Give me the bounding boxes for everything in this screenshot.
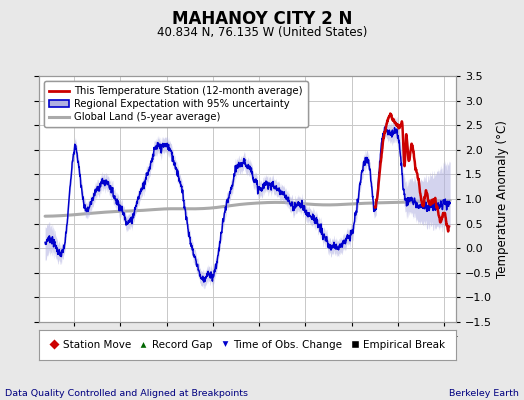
Legend: This Temperature Station (12-month average), Regional Expectation with 95% uncer: This Temperature Station (12-month avera… <box>45 81 308 127</box>
Legend: Station Move, Record Gap, Time of Obs. Change, Empirical Break: Station Move, Record Gap, Time of Obs. C… <box>47 337 448 353</box>
Text: Berkeley Earth: Berkeley Earth <box>449 389 519 398</box>
Text: 40.834 N, 76.135 W (United States): 40.834 N, 76.135 W (United States) <box>157 26 367 39</box>
Text: Data Quality Controlled and Aligned at Breakpoints: Data Quality Controlled and Aligned at B… <box>5 389 248 398</box>
Y-axis label: Temperature Anomaly (°C): Temperature Anomaly (°C) <box>496 120 509 278</box>
Text: MAHANOY CITY 2 N: MAHANOY CITY 2 N <box>172 10 352 28</box>
